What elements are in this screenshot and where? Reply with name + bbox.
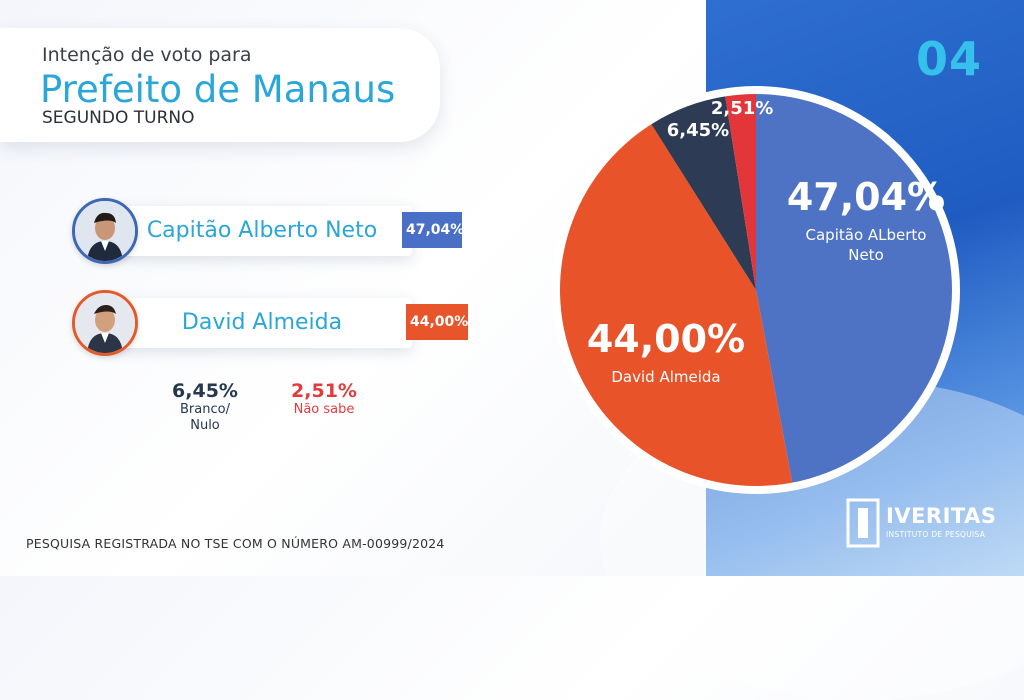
logo-name: IVERITAS [886,504,997,528]
candidate-pct-bar: 44,00% [406,304,468,340]
stat-label: Nulo [190,418,220,433]
logo-subtitle: INSTITUTO DE PESQUISA [886,530,986,539]
title-intro: Intenção de voto para [42,44,252,66]
pie-value-label: 6,45% [667,120,729,141]
pie-slice [651,96,756,290]
pie-slice-label: Neto [848,246,884,264]
pie-value-label: 2,51% [711,98,773,119]
candidate-pct: 47,04% [406,222,465,238]
pie-slice-label: Capitão ALberto [806,226,927,244]
pie-chart: 47,04% Capitão ALberto Neto 44,00% David Alm… [540,82,980,502]
brand-logo: IVERITAS INSTITUTO DE PESQUISA [846,498,996,550]
pie-value-label: 44,00% [587,317,745,361]
candidate-name: Capitão Alberto Neto [146,218,378,243]
candidate-avatar-icon [72,290,138,356]
candidate-name: David Almeida [181,310,343,335]
pie-slice [756,94,952,483]
stat-value: 6,45% [172,380,238,402]
stat-branco-nulo: 6,45% Branco/ Nulo [170,380,240,434]
candidate-pill [112,206,412,256]
pie-slice [725,94,756,290]
stat-value: 2,51% [291,380,357,402]
pie-slice [560,124,793,486]
pie-value-label: 47,04% [787,175,945,219]
logo-icon [846,498,880,548]
candidate-pct-bar: 47,04% [402,212,465,248]
candidate-pct: 44,00% [410,314,469,330]
stat-label: Não sabe [293,402,355,417]
candidate-pill [112,298,412,348]
pie-chart-svg: 47,04% Capitão ALberto Neto 44,00% David Alm… [552,86,960,494]
stat-label: Branco/ [180,402,230,417]
page-title: Prefeito de Manaus [40,68,396,111]
footer-note: PESQUISA REGISTRADA NO TSE COM O NÚMERO … [26,536,445,551]
candidate-row-alberto: Capitão Alberto Neto 47,04% [72,198,472,264]
candidate-avatar-icon [72,198,138,264]
title-round: SEGUNDO TURNO [42,108,195,128]
pie-slice-label: David Almeida [611,368,720,386]
stat-nao-sabe: 2,51% Não sabe [284,380,364,418]
slide-number: 04 [915,32,982,86]
candidate-row-david: David Almeida 44,00% [72,290,472,356]
title-card: Intenção de voto para Prefeito de Manaus… [0,28,440,142]
